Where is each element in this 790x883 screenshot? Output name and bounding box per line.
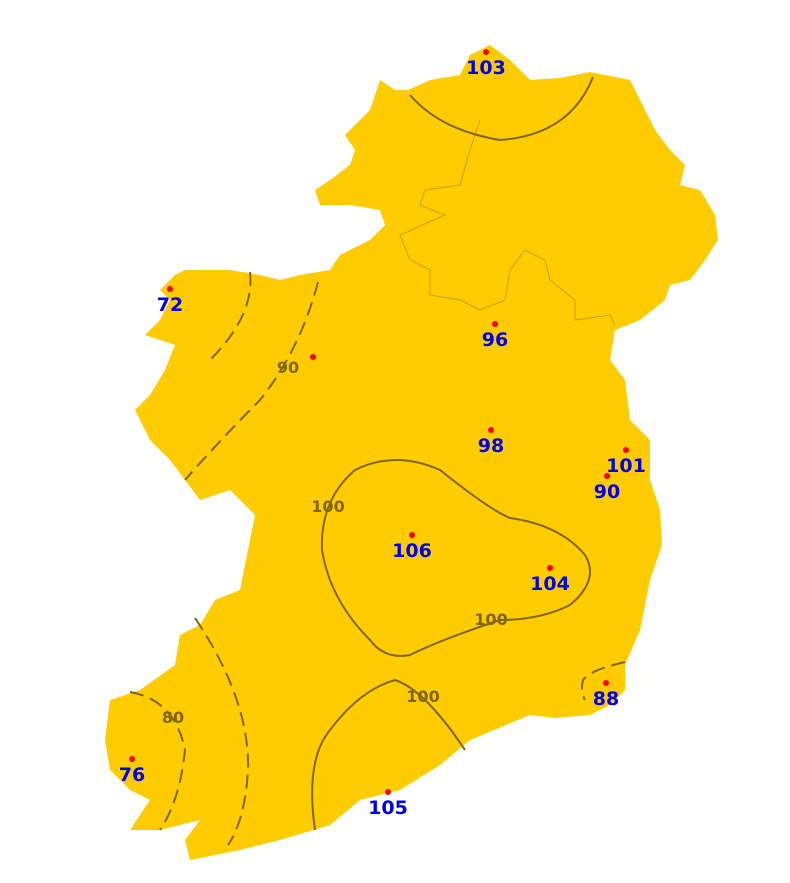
contour-label: 100 [474,610,507,629]
contour-line-100 [409,76,594,142]
station-dot [483,49,489,55]
station-dot [409,532,415,538]
contour-line-90 [194,617,250,846]
contour-line-90 [184,281,319,481]
station-dot [167,286,173,292]
station-value: 76 [119,764,145,786]
contour-line-90 [580,661,626,701]
station-value: 104 [530,573,570,595]
contour-line-80 [209,271,252,361]
contour-label: 100 [311,497,344,516]
station-value: 103 [466,57,506,79]
station-dot [310,354,316,360]
contour-label: 90 [277,358,299,377]
station-dot [547,565,553,571]
station-dot [623,447,629,453]
contour-label: 100 [406,687,439,706]
station-dot [488,427,494,433]
station-dot [385,789,391,795]
contour-line-100 [320,459,591,657]
contour-label: 80 [162,708,184,727]
station-dot [492,321,498,327]
station-value: 98 [478,435,504,457]
station-value: 106 [392,540,432,562]
station-value: 105 [368,797,408,819]
station-value: 101 [606,455,646,477]
northern-ireland-border [399,119,616,326]
station-value: 90 [594,481,620,503]
ireland-landmass [105,45,718,860]
station-dot [129,756,135,762]
station-value: 88 [593,688,619,710]
station-dot [604,473,610,479]
station-value: 96 [482,329,508,351]
contour-line-80 [129,691,187,831]
station-dot [603,680,609,686]
contour-line-100 [311,678,466,831]
station-value: 72 [157,294,183,316]
